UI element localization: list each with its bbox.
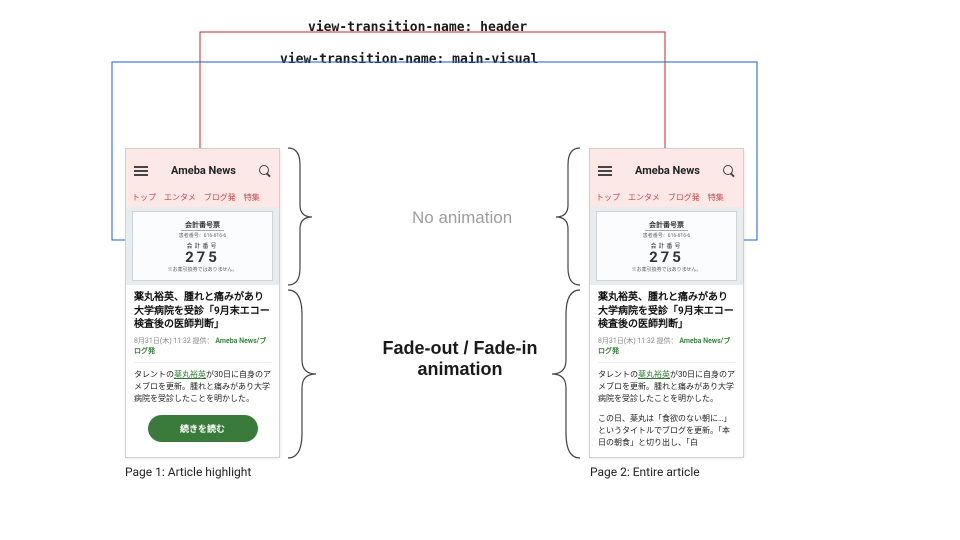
read-more-button[interactable]: 続きを読む bbox=[148, 415, 258, 442]
article-more: この日、薬丸は「食欲のない朝に…」というタイトルでブログを更新。「本日の朝食」と… bbox=[598, 413, 735, 449]
search-icon[interactable] bbox=[259, 165, 271, 177]
phone1-tabs: トップ エンタメ ブログ発 特集 bbox=[126, 192, 279, 207]
name-link[interactable]: 薬丸裕英 bbox=[174, 370, 206, 379]
article-meta: 8月31日(木) 11:32 提供： Ameba News/ブログ発 bbox=[134, 336, 271, 356]
phone1-main-visual: 会計番号票 患者番号：616-616-6 会計番号 275 ※お薬引換券ではあり… bbox=[126, 207, 279, 285]
article-title: 薬丸裕英、腫れと痛みがあり大学病院を受診「9月末エコー検査後の医師判断」 bbox=[134, 291, 271, 332]
ticket-image: 会計番号票 患者番号：616-616-6 会計番号 275 ※お薬引換券ではあり… bbox=[596, 211, 737, 281]
article-meta: 8月31日(木) 11:32 提供： Ameba News/ブログ発 bbox=[598, 336, 735, 356]
tab-special[interactable]: 特集 bbox=[708, 192, 724, 203]
phone2-header: Ameba News トップ エンタメ ブログ発 特集 bbox=[590, 149, 743, 207]
caption-page2: Page 2: Entire article bbox=[590, 465, 700, 479]
phone2-body: 薬丸裕英、腫れと痛みがあり大学病院を受診「9月末エコー検査後の医師判断」 8月3… bbox=[590, 285, 743, 455]
tab-top[interactable]: トップ bbox=[132, 192, 156, 203]
phone-page2: Ameba News トップ エンタメ ブログ発 特集 会計番号票 患者番号：6… bbox=[589, 148, 744, 458]
hamburger-icon[interactable] bbox=[598, 166, 612, 176]
tab-blog[interactable]: ブログ発 bbox=[204, 192, 236, 203]
tab-entertainment[interactable]: エンタメ bbox=[164, 192, 196, 203]
vt-header-label: view-transition-name: header bbox=[308, 20, 527, 35]
tab-special[interactable]: 特集 bbox=[244, 192, 260, 203]
phone1-body: 薬丸裕英、腫れと痛みがあり大学病院を受診「9月末エコー検査後の医師判断」 8月3… bbox=[126, 285, 279, 448]
no-animation-label: No animation bbox=[412, 208, 512, 228]
brand-logo: Ameba News bbox=[171, 164, 236, 177]
hamburger-icon[interactable] bbox=[134, 166, 148, 176]
caption-page1: Page 1: Article highlight bbox=[125, 465, 251, 479]
tab-entertainment[interactable]: エンタメ bbox=[628, 192, 660, 203]
article-lead: タレントの薬丸裕英が30日に自身のアメブロを更新。腫れと痛みがあり大学病院を受診… bbox=[134, 369, 271, 405]
brand-logo: Ameba News bbox=[635, 164, 700, 177]
name-link[interactable]: 薬丸裕英 bbox=[638, 370, 670, 379]
article-lead: タレントの薬丸裕英が30日に自身のアメブロを更新。腫れと痛みがあり大学病院を受診… bbox=[598, 369, 735, 405]
article-title: 薬丸裕英、腫れと痛みがあり大学病院を受診「9月末エコー検査後の医師判断」 bbox=[598, 291, 735, 332]
fade-animation-label: Fade-out / Fade-in animation bbox=[370, 338, 550, 380]
phone1-header: Ameba News トップ エンタメ ブログ発 特集 bbox=[126, 149, 279, 207]
ticket-image: 会計番号票 患者番号：616-616-6 会計番号 275 ※お薬引換券ではあり… bbox=[132, 211, 273, 281]
tab-top[interactable]: トップ bbox=[596, 192, 620, 203]
vt-main-visual-label: view-transition-name: main-visual bbox=[280, 52, 538, 67]
tab-blog[interactable]: ブログ発 bbox=[668, 192, 700, 203]
phone-page1: Ameba News トップ エンタメ ブログ発 特集 会計番号票 患者番号：6… bbox=[125, 148, 280, 458]
phone2-tabs: トップ エンタメ ブログ発 特集 bbox=[590, 192, 743, 207]
search-icon[interactable] bbox=[723, 165, 735, 177]
phone2-main-visual: 会計番号票 患者番号：616-616-6 会計番号 275 ※お薬引換券ではあり… bbox=[590, 207, 743, 285]
